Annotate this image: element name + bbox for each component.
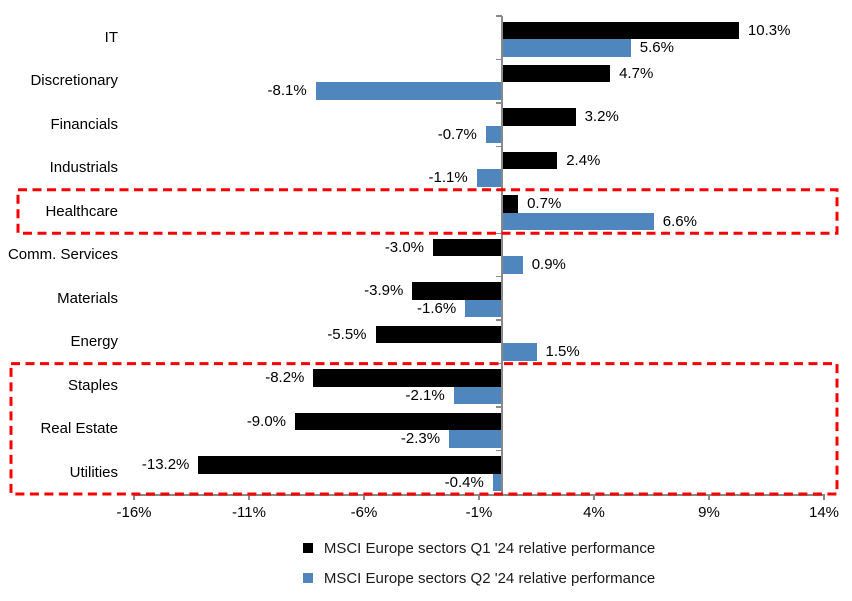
bar-value-label: -13.2% (141, 456, 190, 474)
category-tick (495, 58, 502, 61)
category-label: Energy (70, 333, 118, 351)
x-tick (823, 494, 825, 500)
x-tick (708, 494, 710, 500)
bar-q2 (465, 299, 502, 318)
bar-value-label: 5.6% (639, 39, 674, 56)
category-tick (495, 102, 502, 104)
bar-value-label: -2.1% (405, 386, 445, 404)
bar-q1 (412, 282, 502, 300)
bar-q2 (453, 386, 502, 405)
bar-q2 (476, 169, 502, 187)
x-tick-label: 4% (583, 504, 605, 521)
bar-q1 (198, 456, 502, 474)
bar-value-label: 1.5% (545, 343, 580, 361)
category-tick (495, 362, 502, 365)
x-tick (363, 494, 365, 500)
x-tick (478, 494, 480, 500)
x-tick-label: -11% (232, 504, 266, 521)
category-label: Discretionary (30, 72, 118, 90)
category-tick (495, 406, 502, 408)
bar-value-label: -2.3% (400, 430, 441, 448)
bar-value-label: -9.0% (246, 412, 286, 430)
highlight-box (16, 188, 839, 235)
bar-value-label: 0.7% (527, 195, 562, 213)
x-tick-label: -6% (350, 504, 378, 521)
bar-value-label: 6.6% (662, 212, 697, 230)
x-tick (248, 494, 250, 500)
category-tick (495, 275, 502, 278)
bar-value-label: 0.9% (531, 256, 566, 274)
category-label: Industrials (49, 159, 118, 177)
legend-label-q2: MSCI Europe sectors Q2 '24 relative perf… (323, 569, 656, 587)
bar-value-label: -0.7% (437, 125, 477, 143)
bar-value-label: -1.6% (417, 299, 457, 317)
category-tick (495, 232, 502, 235)
bar-value-label: -8.2% (265, 369, 305, 387)
x-tick-label: 14% (808, 504, 840, 521)
bar-q1 (295, 412, 502, 431)
bar-q1 (502, 108, 576, 126)
x-tick-label: -1% (465, 504, 493, 521)
bar-q2 (449, 430, 502, 448)
category-tick (495, 15, 502, 17)
bar-value-label: 2.4% (566, 151, 601, 169)
category-label: Materials (57, 289, 118, 307)
bar-value-label: 3.2% (584, 108, 619, 126)
bar-value-label: 10.3% (747, 21, 791, 39)
bar-value-label: -1.1% (428, 169, 468, 187)
x-tick-label: -16% (116, 504, 152, 521)
legend-label-q1: MSCI Europe sectors Q1 '24 relative perf… (323, 539, 656, 557)
category-tick (495, 145, 502, 148)
bar-q1 (502, 195, 519, 213)
category-label: Real Estate (40, 420, 118, 438)
bar-q1 (502, 151, 558, 170)
bar-value-label: -3.9% (364, 282, 404, 300)
bar-value-label: -0.4% (444, 473, 484, 491)
category-tick (495, 319, 502, 321)
x-tick-label: 9% (698, 504, 720, 521)
bar-q1 (313, 369, 502, 387)
legend-item-q2: MSCI Europe sectors Q2 '24 relative perf… (134, 563, 824, 593)
bar-q2 (502, 39, 631, 57)
category-label: Staples (67, 376, 118, 394)
bar-q1 (502, 21, 739, 39)
value-axis-line (501, 16, 503, 494)
q1-series-swatch-icon (302, 543, 313, 553)
bar-q1 (433, 238, 502, 257)
category-label: Comm. Services (7, 246, 118, 264)
category-label: Healthcare (45, 202, 118, 220)
bar-value-label: -5.5% (327, 325, 367, 343)
category-tick (495, 449, 502, 452)
bar-value-label: -3.0% (384, 238, 424, 256)
bar-q2 (485, 125, 502, 144)
legend: MSCI Europe sectors Q1 '24 relative perf… (134, 533, 824, 593)
legend-item-q1: MSCI Europe sectors Q1 '24 relative perf… (134, 533, 824, 563)
bar-q2 (502, 256, 523, 274)
bar-q1 (375, 325, 502, 344)
x-tick (133, 494, 135, 500)
bar-q2 (502, 343, 537, 361)
category-tick (495, 189, 502, 191)
bar-q1 (502, 64, 611, 83)
bar-q2 (502, 212, 654, 231)
bar-value-label: 4.7% (619, 64, 654, 82)
x-tick (593, 494, 595, 500)
category-label: Financials (50, 115, 118, 133)
q2-series-swatch-icon (302, 573, 313, 583)
bar-q2 (315, 82, 502, 100)
bar-value-label: -8.1% (267, 82, 307, 100)
category-label: IT (104, 29, 118, 46)
